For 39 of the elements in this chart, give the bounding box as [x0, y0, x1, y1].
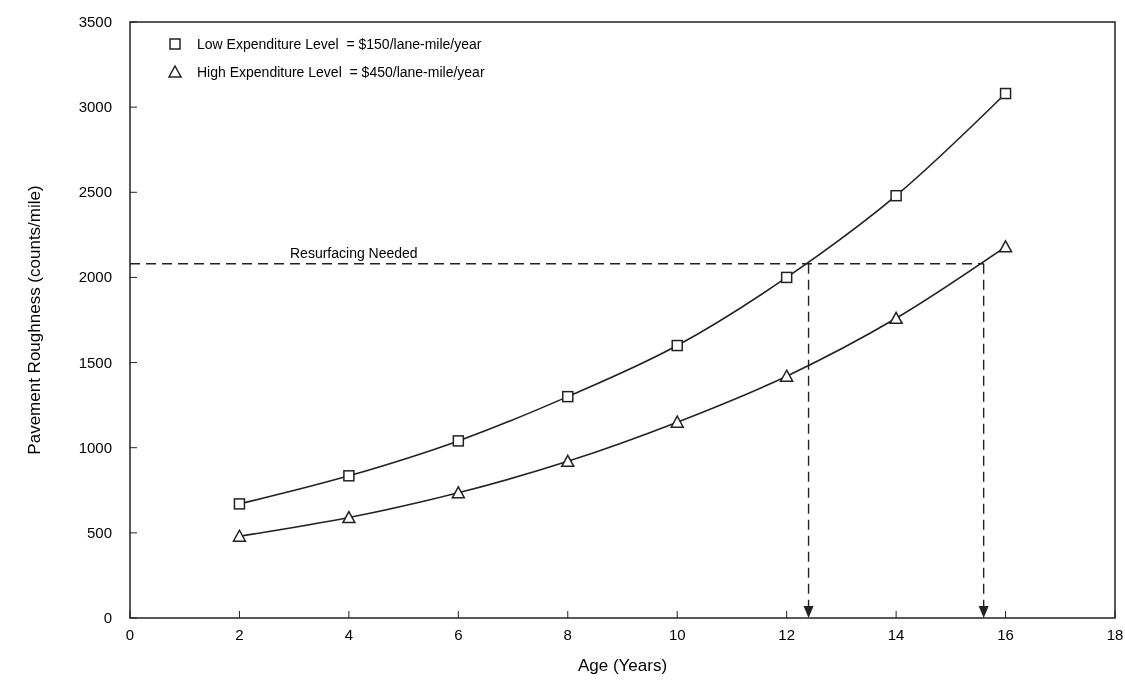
y-tick-label: 1000: [78, 438, 112, 456]
x-tick-label: 10: [668, 626, 686, 643]
ref-line-label: Resurfacing Needed: [290, 244, 418, 261]
legend-label: Low Expenditure Level = $150/lane-mile/year: [197, 36, 482, 52]
y-axis-title: Pavement Roughness (counts/mile): [25, 185, 44, 455]
y-tick-label: 0: [103, 609, 112, 626]
x-tick-label: 8: [563, 626, 572, 643]
y-tick-label: 3500: [78, 13, 112, 30]
x-tick-label: 0: [125, 626, 135, 643]
x-tick-label: 18: [1106, 626, 1124, 643]
point: [342, 510, 356, 524]
point: [671, 339, 683, 352]
point: [451, 486, 466, 499]
point: [562, 390, 574, 403]
point: [343, 470, 355, 482]
point: [232, 529, 247, 543]
x-axis-title: Age (Years): [577, 656, 668, 675]
y-tick-label: 2500: [78, 183, 112, 201]
y-tick-label: 3000: [78, 98, 112, 116]
x-tick-label: 12: [778, 626, 796, 643]
x-tick-label: 4: [344, 626, 354, 643]
point: [780, 271, 793, 284]
point: [998, 240, 1013, 253]
y-tick-label: 500: [86, 523, 112, 541]
point: [561, 454, 575, 468]
point: [452, 435, 465, 447]
legend-label: High Expenditure Level = $450/lane-mile/year: [197, 64, 485, 80]
point: [889, 311, 903, 325]
x-tick-label: 14: [887, 626, 905, 643]
point: [999, 87, 1012, 100]
point: [779, 369, 794, 382]
y-tick-label: 2000: [78, 268, 112, 286]
y-tick-label: 1500: [78, 353, 112, 371]
point: [233, 498, 246, 510]
point: [670, 415, 684, 428]
x-tick-label: 16: [997, 626, 1014, 643]
x-tick-label: 2: [235, 626, 244, 643]
x-tick-label: 6: [454, 626, 463, 643]
point: [890, 189, 902, 202]
